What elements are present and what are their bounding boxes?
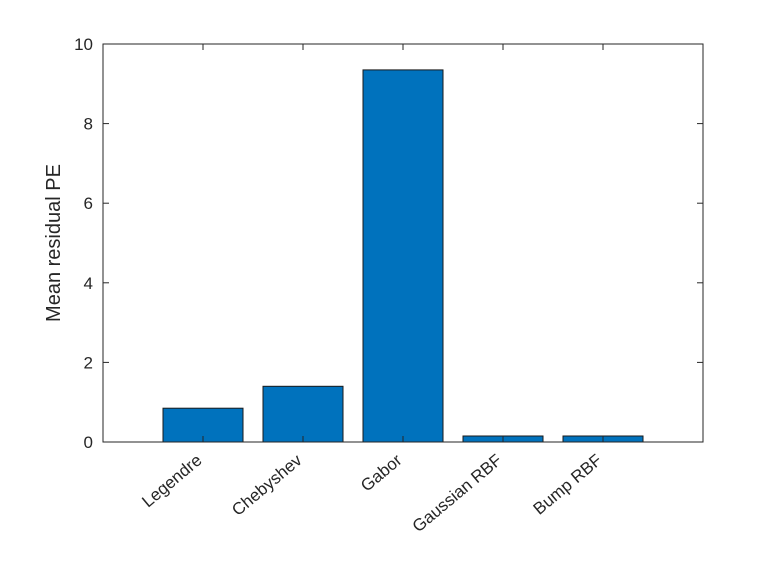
x-tick-label: Gaussian RBF <box>409 451 506 537</box>
y-tick-label: 2 <box>84 353 93 372</box>
y-ticks-group: 0 2 4 6 8 10 <box>74 35 703 452</box>
x-tick-label: Gabor <box>357 450 406 495</box>
x-tick-label: Chebyshev <box>228 450 306 520</box>
y-axis-label: Mean residual PE <box>43 164 65 322</box>
x-tick-label: Legendre <box>138 451 205 512</box>
bar-chebyshev <box>262 385 344 443</box>
bars-group <box>162 69 644 443</box>
y-tick-label: 8 <box>84 115 93 134</box>
y-tick-label: 4 <box>84 274 93 293</box>
x-tick-label: Bump RBF <box>530 451 606 519</box>
y-tick-label: 6 <box>84 194 93 213</box>
bar-gabor <box>362 69 444 443</box>
y-tick-label: 10 <box>74 35 93 54</box>
y-tick-label: 0 <box>84 433 93 452</box>
